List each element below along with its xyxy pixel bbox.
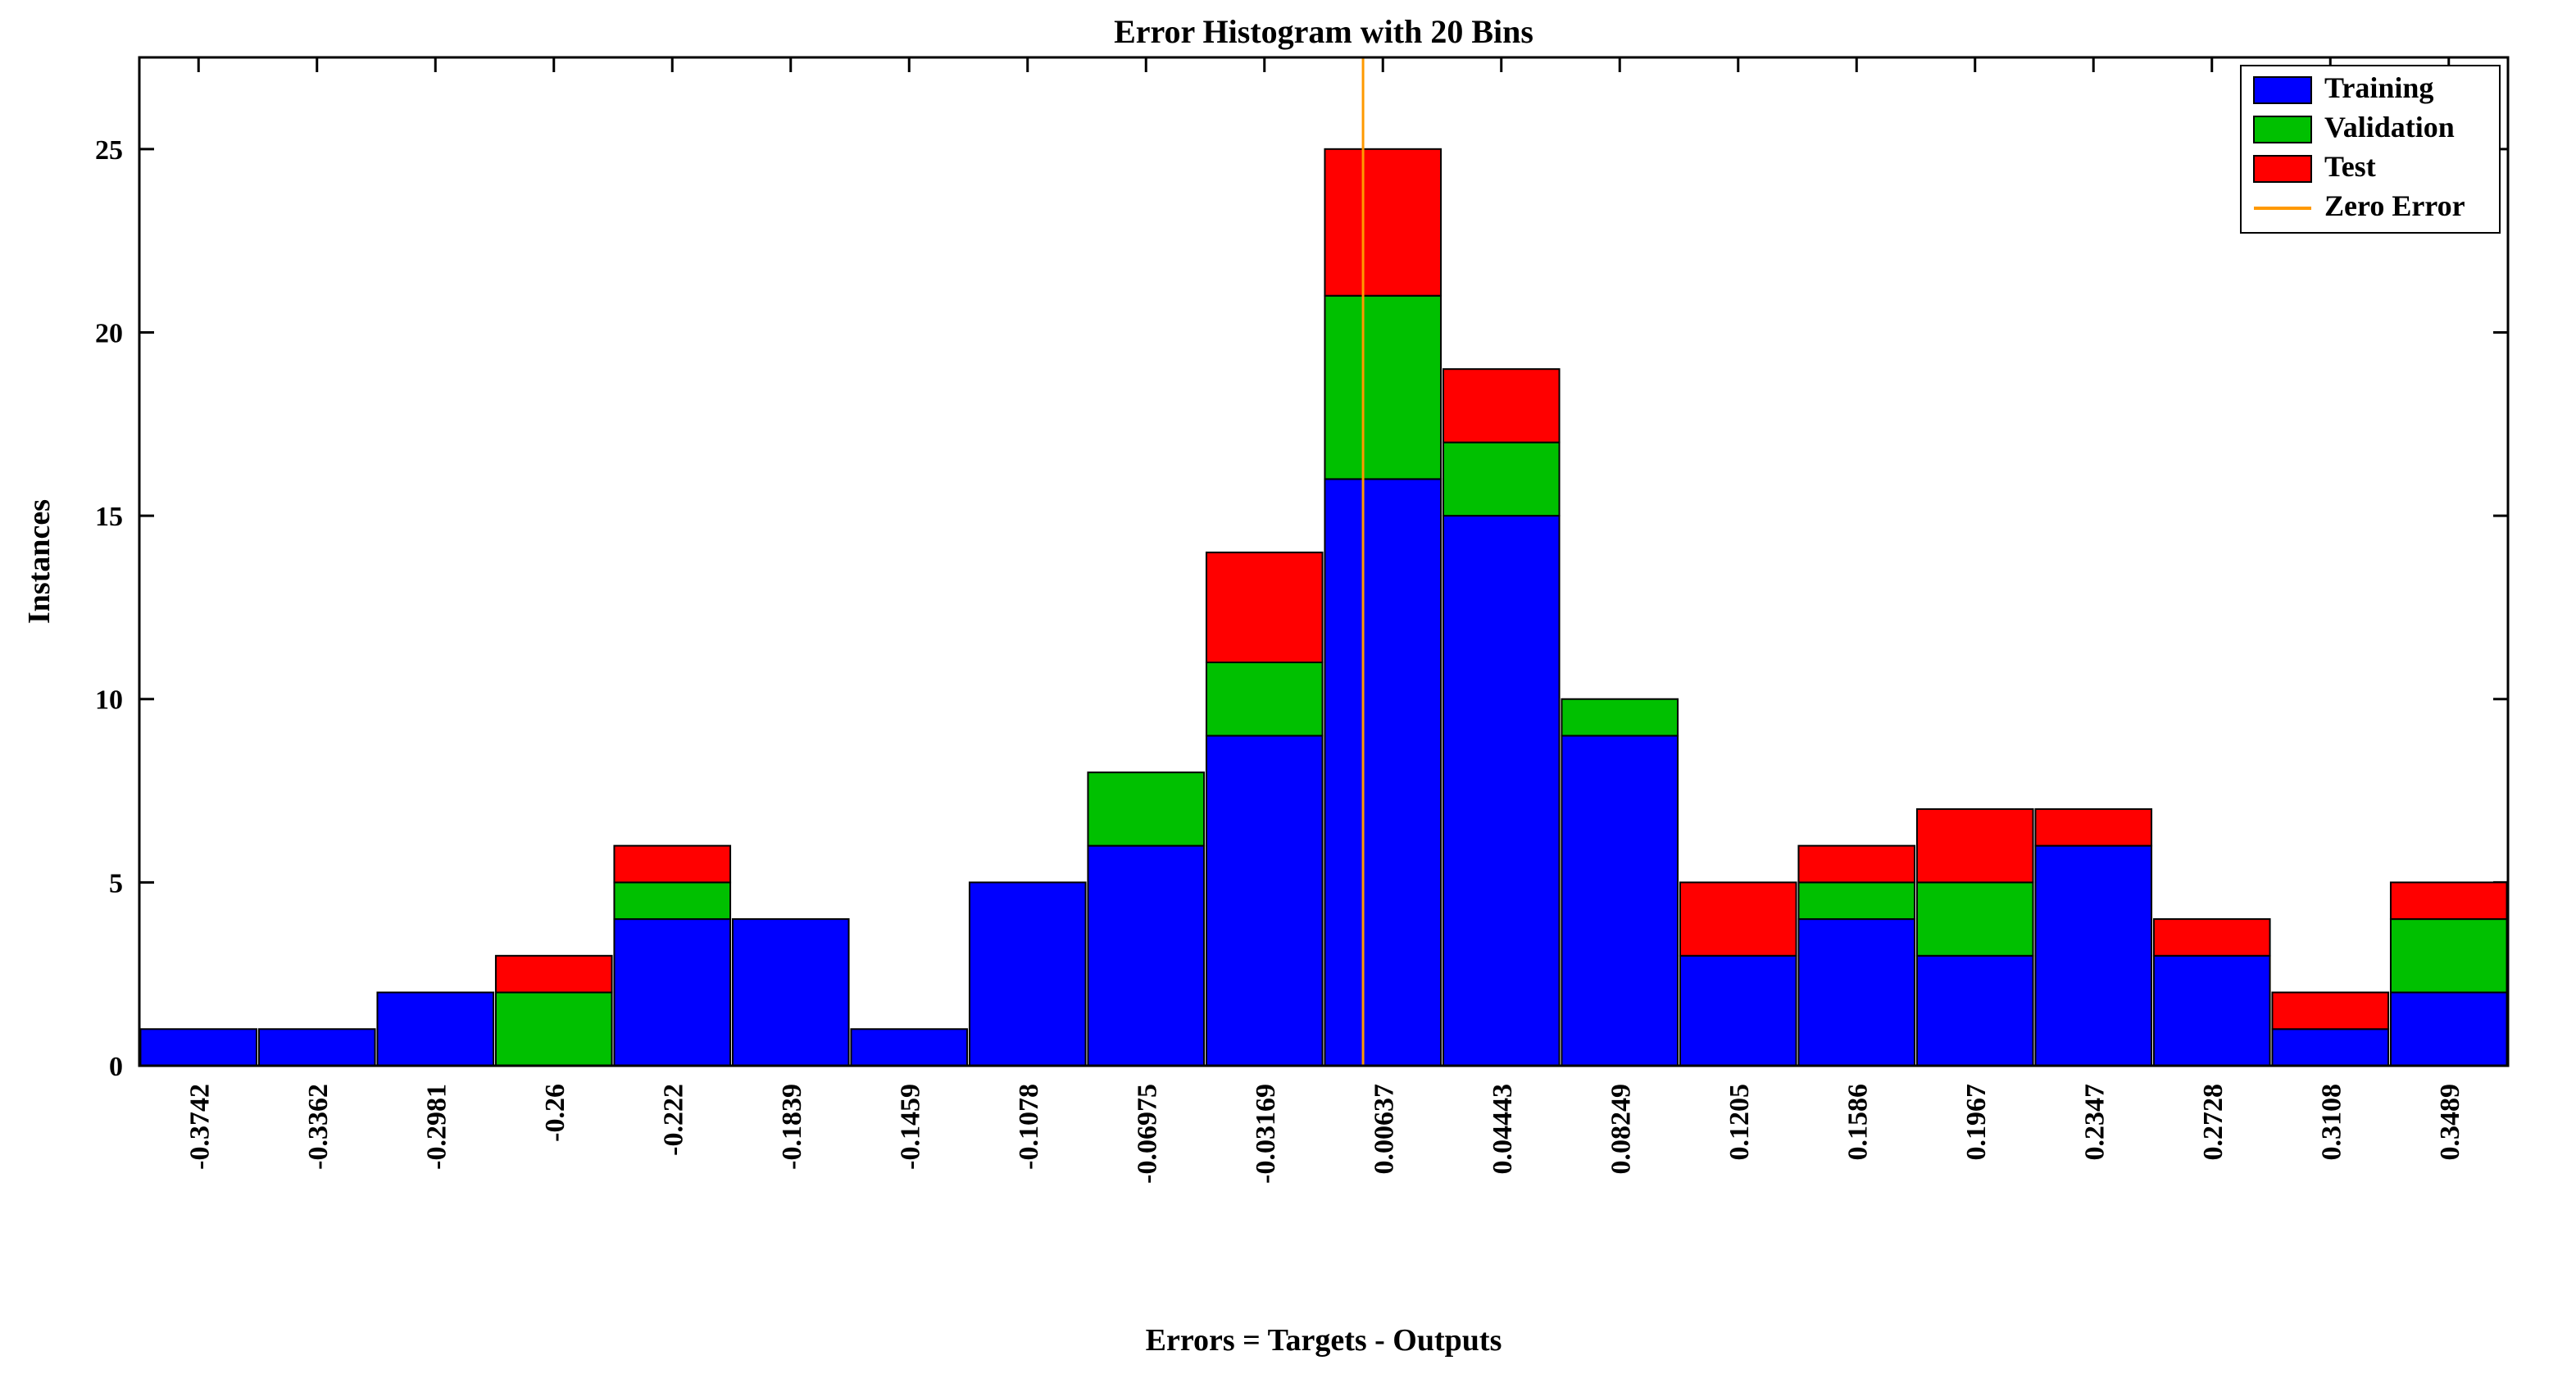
bar-segment-training [970,882,1086,1066]
bar-segment-test [2154,919,2270,956]
bar-segment-validation [1443,443,1560,516]
legend-swatch [2254,116,2311,143]
legend-label: Zero Error [2324,189,2465,222]
bar-segment-test [496,956,612,993]
bar-segment-training [1917,956,2033,1066]
x-tick-label: -0.26 [540,1084,570,1142]
bars-group [140,57,2506,1066]
legend-label: Test [2324,150,2376,183]
chart-title: Error Histogram with 20 Bins [1114,13,1533,50]
legend-swatch [2254,77,2311,103]
x-tick-label: 0.04443 [1488,1084,1518,1175]
legend-label: Validation [2324,111,2455,143]
bar-segment-validation [614,882,730,919]
bar-segment-training [259,1029,375,1066]
x-tick-label: -0.3362 [303,1084,334,1170]
x-tick-label: -0.1839 [777,1084,807,1170]
legend: Training Validation Test Zero Error [2241,66,2500,233]
bar-segment-test [2035,809,2151,846]
bar-segment-test [1324,149,1441,296]
bar-segment-training [1088,846,1204,1066]
bar-segment-validation [496,993,612,1066]
x-tick-label: -0.1459 [895,1084,925,1170]
bar-segment-training [851,1029,967,1066]
plot-box [139,57,2508,1066]
bar-segment-training [1798,919,1915,1066]
y-tick-label: 20 [95,318,123,348]
x-tick-label: 0.1205 [1724,1084,1755,1161]
bar-segment-training [2035,846,2151,1066]
bar-segment-test [614,846,730,883]
y-tick-label: 15 [95,502,123,532]
plot-box-top [139,57,2508,1066]
x-tick-label: 0.1967 [1961,1084,1992,1161]
bar-segment-training [140,1029,257,1066]
bar-segment-training [2272,1029,2388,1066]
y-tick-label: 5 [109,868,123,898]
x-axis-label: Errors = Targets - Outputs [1146,1323,1502,1358]
x-tick-label: -0.222 [658,1084,688,1156]
bar-segment-training [1443,516,1560,1066]
bar-segment-training [614,919,730,1066]
legend-swatch [2254,156,2311,182]
x-tick-label: 0.3489 [2435,1084,2465,1161]
x-tick-label: -0.3742 [184,1084,215,1170]
x-tick-label: 0.08249 [1606,1084,1636,1175]
bar-segment-validation [1088,772,1204,845]
y-tick-label: 10 [95,685,123,716]
bar-segment-test [1206,553,1323,662]
y-axis-label: Instances [22,499,57,624]
bar-segment-validation [1561,699,1678,736]
bar-segment-training [733,919,849,1066]
bar-segment-training [1324,479,1441,1066]
bar-segment-training [377,993,493,1066]
bar-segment-test [2272,993,2388,1030]
chart-container: Error Histogram with 20 Bins 0 5 10 15 20 25 -0… [0,0,2576,1383]
x-tick-label: 0.2728 [2198,1084,2228,1161]
x-tick-label: -0.1078 [1014,1084,1044,1170]
y-tick-label: 0 [109,1052,123,1082]
x-tick-label: -0.2981 [421,1084,452,1170]
x-tick-label: 0.00637 [1369,1084,1399,1175]
bar-segment-training [1561,735,1678,1066]
bar-segment-test [1798,846,1915,883]
bar-segment-validation [1206,662,1323,735]
bar-segment-test [1917,809,2033,882]
x-tick-label: -0.06975 [1132,1084,1162,1184]
bar-segment-training [2154,956,2270,1066]
y-tick-label: 25 [95,135,123,166]
bar-segment-validation [1917,882,2033,955]
bar-segment-test [2391,882,2507,919]
bar-segment-test [1443,369,1560,442]
x-tick-label: 0.2347 [2079,1084,2110,1161]
legend-label: Training [2324,71,2433,104]
bar-segment-test [1680,882,1797,955]
x-tick-label: 0.3108 [2316,1084,2347,1161]
bar-segment-training [2391,993,2507,1066]
bar-segment-training [1680,956,1797,1066]
bar-segment-validation [1798,882,1915,919]
bar-segment-validation [2391,919,2507,992]
x-tick-label: 0.1586 [1842,1084,1873,1161]
x-tick-label: -0.03169 [1251,1084,1281,1184]
error-histogram-svg: Error Histogram with 20 Bins 0 5 10 15 20 25 -0… [0,0,2576,1383]
bar-segment-validation [1324,296,1441,480]
bar-segment-training [1206,735,1323,1066]
